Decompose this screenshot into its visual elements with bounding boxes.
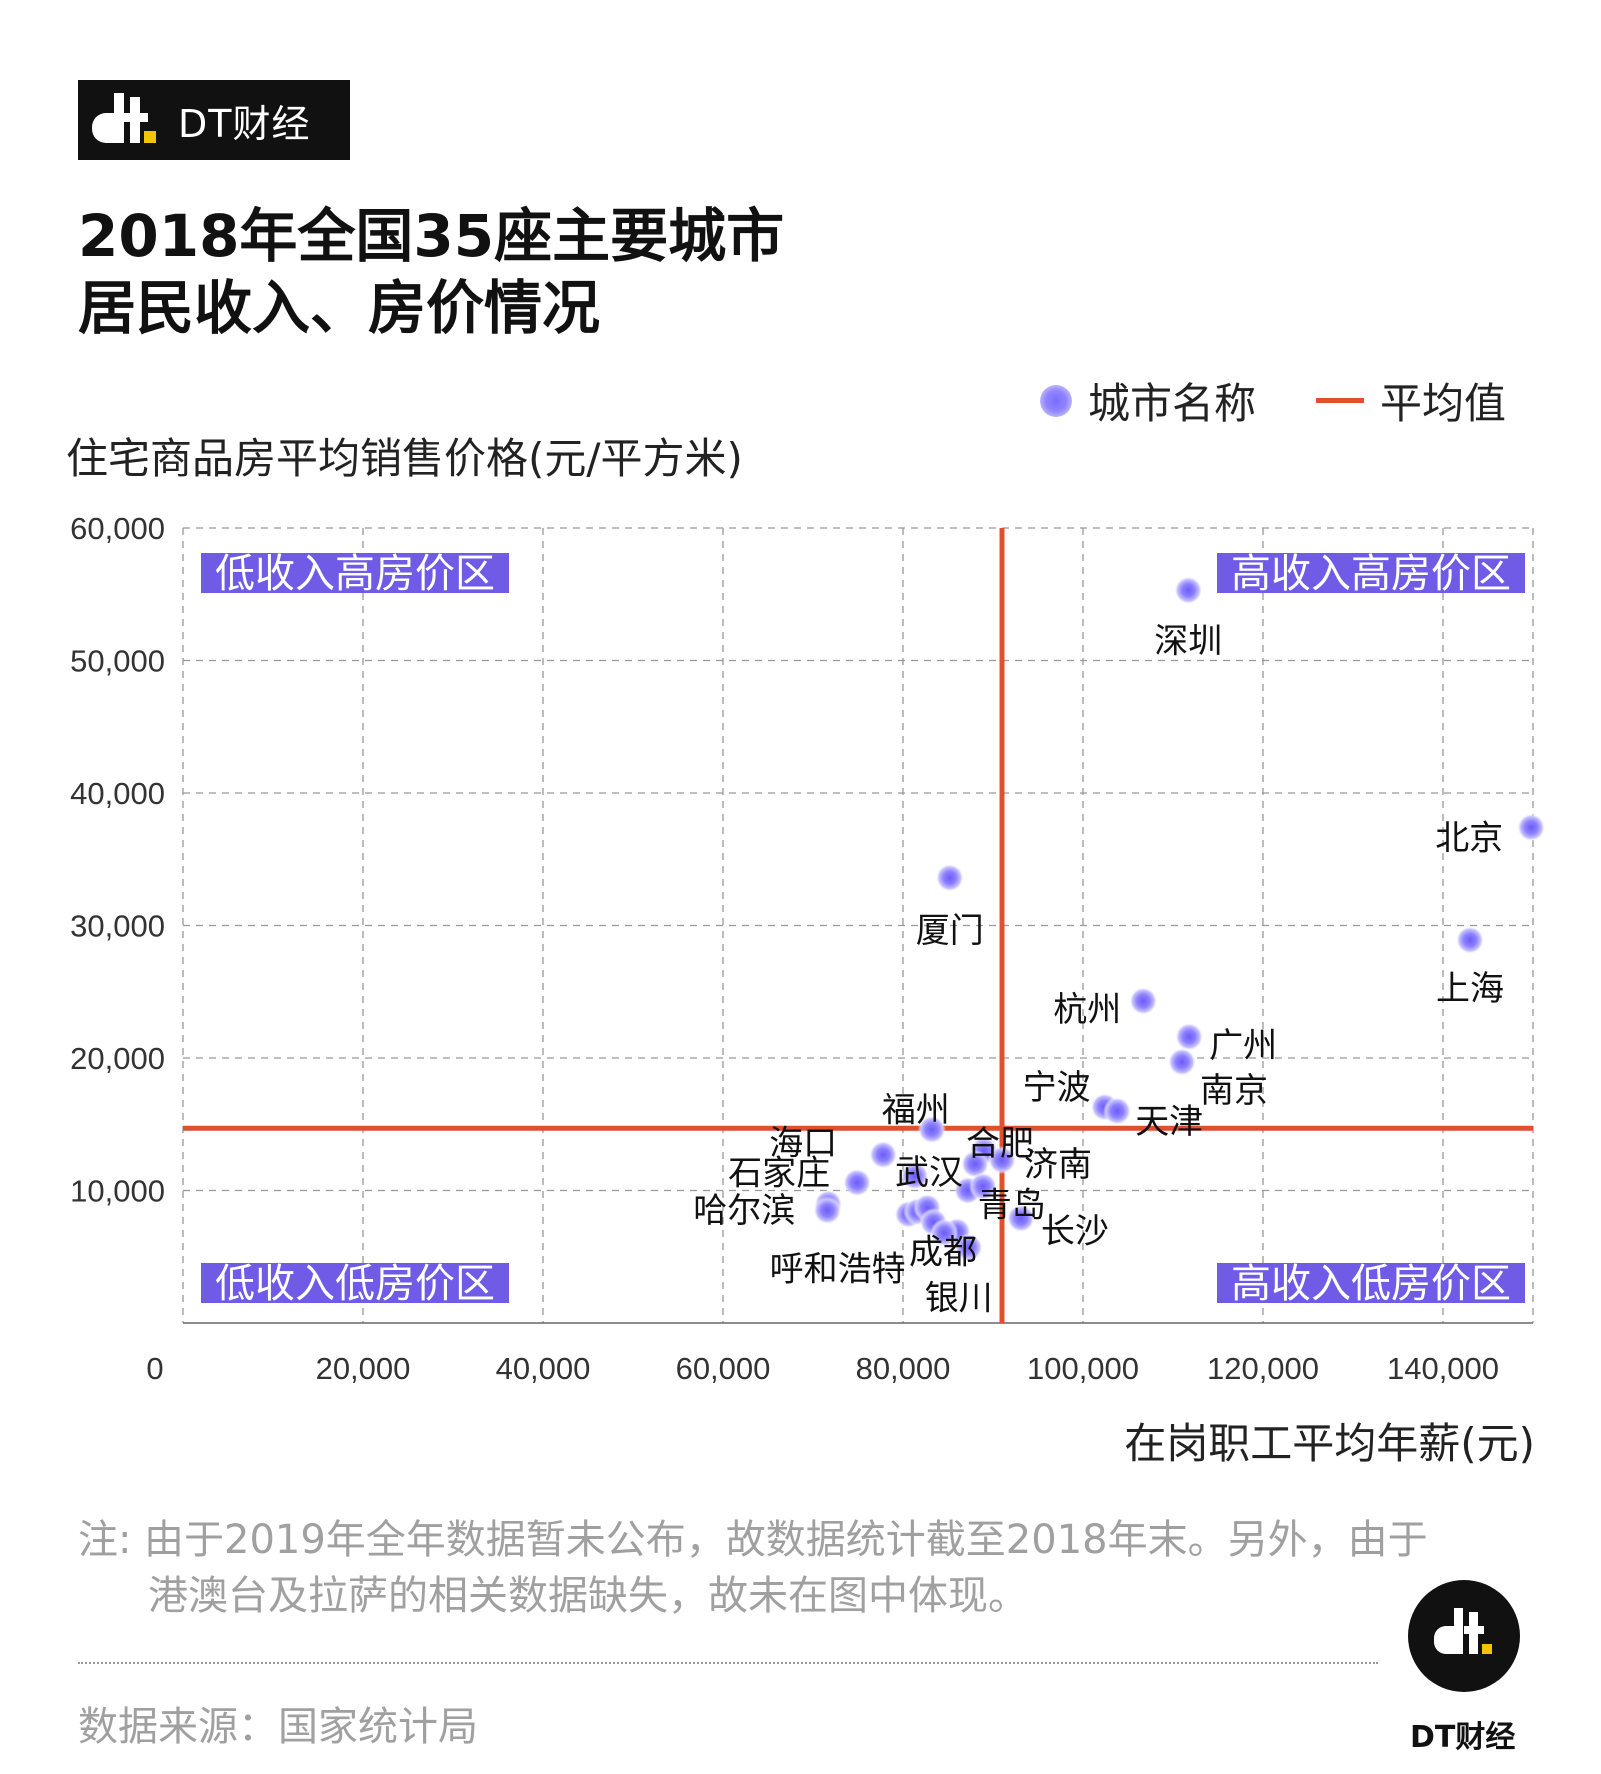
y-tick-label: 50,000 xyxy=(70,644,165,679)
data-source: 数据来源：国家统计局 xyxy=(78,1704,478,1750)
data-point xyxy=(1517,813,1546,842)
grid xyxy=(182,527,1534,1324)
data-point xyxy=(930,1218,959,1247)
legend-line-icon xyxy=(1316,398,1365,403)
data-point xyxy=(1103,1097,1132,1125)
quadrant-label-top-right: 高收入高房价区 xyxy=(1231,551,1511,597)
point-label: 南京 xyxy=(1200,1071,1268,1111)
x-tick-label: 40,000 xyxy=(496,1351,591,1386)
point-label: 合肥 xyxy=(966,1124,1034,1164)
average-lines xyxy=(183,528,1533,1323)
data-point xyxy=(813,1196,842,1225)
dt-logo-icon xyxy=(92,93,158,147)
footnote-line2: 港澳台及拉萨的相关数据缺失，故未在图中体现。 xyxy=(148,1573,1028,1619)
quadrant-label-bottom-right: 高收入低房价区 xyxy=(1231,1261,1511,1307)
quadrant-label-bg xyxy=(201,1263,509,1303)
quadrant-label-bg xyxy=(1217,553,1525,593)
divider xyxy=(78,1662,1378,1664)
point-label: 济南 xyxy=(1024,1145,1092,1185)
x-tick-label: 60,000 xyxy=(676,1351,771,1386)
y-tick-label: 10,000 xyxy=(70,1174,165,1209)
point-label: 福州 xyxy=(882,1091,950,1131)
point-label: 武汉 xyxy=(895,1153,963,1193)
footnote: 注: 由于2019年全年数据暂未公布，故数据统计截至2018年末。另外，由于 港澳… xyxy=(78,1512,1518,1624)
y-tick-label: 40,000 xyxy=(70,776,165,811)
quadrant-label-top-left: 低收入高房价区 xyxy=(215,551,495,597)
data-point xyxy=(969,1172,998,1201)
y-axis-label: 住宅商品房平均销售价格(元/平方米) xyxy=(66,434,743,483)
data-point xyxy=(935,863,964,892)
data-point xyxy=(954,1233,983,1262)
data-point xyxy=(843,1168,872,1197)
x-tick-label: 20,000 xyxy=(316,1351,411,1386)
chart-title-line1: 2018年全国35座主要城市 xyxy=(78,202,785,270)
data-points xyxy=(813,576,1546,1262)
data-point xyxy=(1174,576,1203,605)
quadrant-label-bottom-left: 低收入低房价区 xyxy=(215,1261,495,1307)
point-label: 深圳 xyxy=(1154,621,1222,661)
data-point xyxy=(869,1140,898,1169)
legend-point-icon xyxy=(1040,384,1072,417)
point-label: 杭州 xyxy=(1053,990,1121,1030)
brand-badge: DT财经 xyxy=(78,80,350,160)
footnote-prefix: 注: xyxy=(78,1517,132,1563)
quadrant-label-bg xyxy=(201,553,509,593)
footnote-line1: 由于2019年全年数据暂未公布，故数据统计截至2018年末。另外，由于 xyxy=(144,1517,1428,1563)
point-label: 成都 xyxy=(909,1233,977,1273)
chart-title: 2018年全国35座主要城市 居民收入、房价情况 xyxy=(78,200,784,344)
y-tick-label: 20,000 xyxy=(70,1041,165,1076)
corner-brand-name: DT财经 xyxy=(1410,1720,1516,1755)
point-label: 石家庄 xyxy=(728,1154,830,1194)
x-axis-label: 在岗职工平均年薪(元) xyxy=(1124,1419,1535,1468)
point-label: 青岛 xyxy=(978,1186,1046,1226)
data-point xyxy=(1129,987,1158,1016)
point-label: 哈尔滨 xyxy=(693,1191,795,1231)
point-label: 天津 xyxy=(1135,1102,1203,1142)
data-point xyxy=(1006,1204,1035,1233)
y-tick-label: 60,000 xyxy=(70,511,165,546)
brand-name: DT财经 xyxy=(178,101,311,146)
x-tick-label: 100,000 xyxy=(1027,1351,1139,1386)
point-label: 上海 xyxy=(1436,969,1504,1009)
quadrant-label-bg xyxy=(1217,1263,1525,1303)
chart-title-line2: 居民收入、房价情况 xyxy=(78,274,601,342)
dt-corner-logo-icon xyxy=(1408,1580,1520,1692)
point-label: 宁波 xyxy=(1023,1068,1091,1108)
point-label: 北京 xyxy=(1435,818,1503,858)
legend-points-label: 城市名称 xyxy=(1088,379,1257,428)
point-label: 广州 xyxy=(1209,1026,1277,1066)
data-point xyxy=(1175,1022,1204,1051)
data-point xyxy=(917,1115,946,1144)
data-point xyxy=(1168,1047,1196,1076)
point-label: 呼和浩特 xyxy=(770,1249,906,1289)
data-point xyxy=(988,1146,1016,1175)
point-label: 海口 xyxy=(769,1124,837,1164)
data-point xyxy=(961,1150,989,1178)
data-point xyxy=(900,1161,929,1190)
legend-line-label: 平均值 xyxy=(1380,379,1507,428)
data-point xyxy=(1456,926,1484,955)
point-label: 银川 xyxy=(925,1278,993,1318)
y-tick-label: 30,000 xyxy=(70,909,165,944)
point-label: 厦门 xyxy=(916,911,984,951)
x-tick-label: 120,000 xyxy=(1207,1351,1319,1386)
legend: 城市名称 平均值 xyxy=(1040,370,1506,431)
x-tick-label: 140,000 xyxy=(1387,1351,1499,1386)
point-label: 长沙 xyxy=(1041,1211,1109,1251)
x-tick-label: 0 xyxy=(146,1351,163,1386)
x-tick-label: 80,000 xyxy=(856,1351,951,1386)
axis-ticks: 60,000 50,000 40,000 30,000 20,000 10,000 0 20,… xyxy=(70,511,1499,1386)
